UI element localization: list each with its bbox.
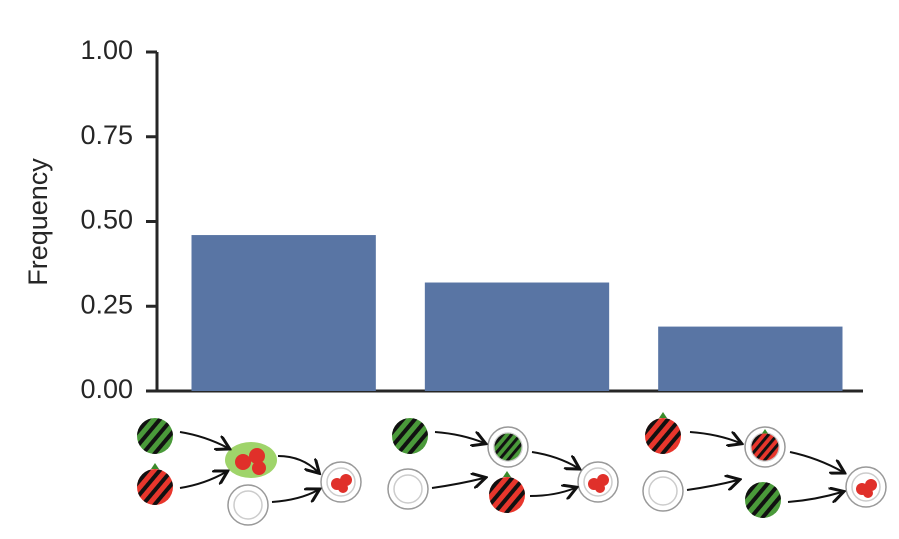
bar <box>658 326 843 391</box>
y-tick-label: 0.00 <box>80 374 133 404</box>
bar <box>424 282 610 391</box>
y-tick-label: 1.00 <box>80 35 133 65</box>
icons-3 <box>642 412 886 518</box>
y-axis-label: Frequency <box>23 158 53 286</box>
y-tick-label: 0.25 <box>80 289 133 319</box>
icons-1 <box>137 418 361 526</box>
bar <box>191 235 376 391</box>
y-tick-label: 0.50 <box>80 205 133 235</box>
icons-2 <box>387 418 618 513</box>
y-tick-label: 0.75 <box>80 120 133 150</box>
